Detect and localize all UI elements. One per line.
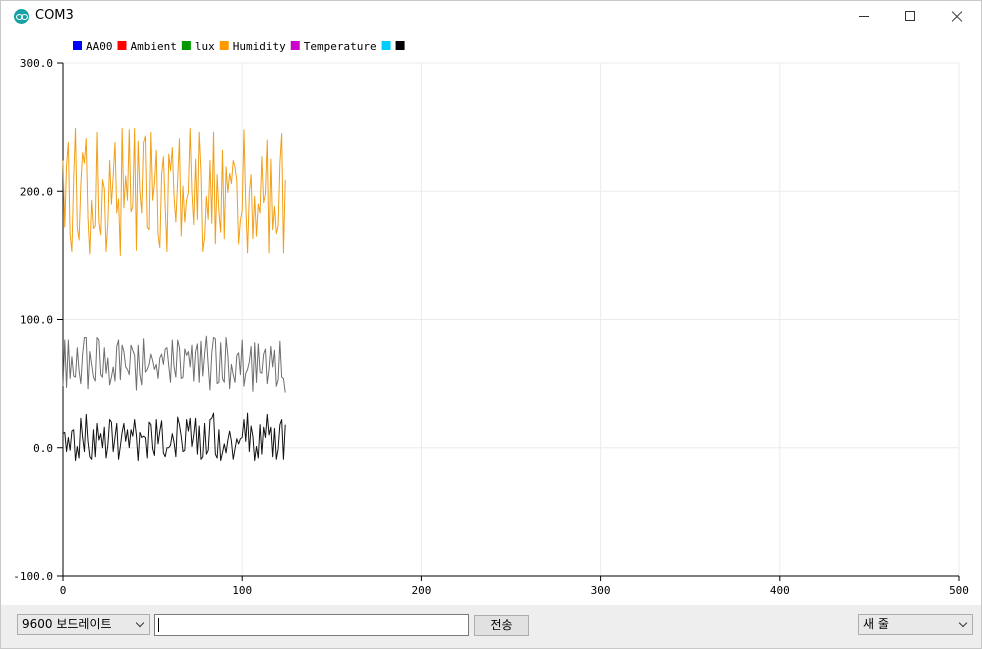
- legend-swatch: [181, 41, 191, 50]
- series: [62, 127, 286, 462]
- legend-label: Ambient: [131, 40, 177, 53]
- line-ending-value: 새 줄: [863, 617, 889, 631]
- serial-plot-chart: 300.0 200.0 100.0 0.0 -100.0 0 100 200 300 400 500…: [13, 40, 969, 597]
- y-tick-label: 300.0: [20, 57, 53, 70]
- x-tick-label: 300: [591, 584, 611, 597]
- legend-swatch: [395, 41, 405, 50]
- title-bar: COM3: [1, 1, 981, 32]
- x-tick-label: 500: [949, 584, 969, 597]
- legend-swatch: [73, 41, 82, 50]
- chevron-down-icon: [958, 618, 968, 628]
- bottom-toolbar: 9600 보드레이트 전송 새 줄: [1, 605, 981, 648]
- series-line-humidity: [62, 335, 286, 393]
- baud-rate-value: 9600 보드레이트: [22, 617, 112, 631]
- legend-swatch: [381, 41, 391, 50]
- arduino-logo-icon: [14, 9, 29, 24]
- y-tick-label: 200.0: [20, 185, 53, 198]
- y-tick-label: 100.0: [20, 314, 53, 327]
- grid: [63, 62, 960, 577]
- legend: AA00 Ambient lux Humidity Temperature: [73, 40, 405, 53]
- x-tick-label: 100: [232, 584, 252, 597]
- x-tick-label: 200: [411, 584, 431, 597]
- maximize-icon[interactable]: [887, 1, 933, 32]
- x-tick-label: 0: [60, 584, 67, 597]
- legend-swatch: [117, 41, 127, 50]
- series-line-temperature: [62, 412, 286, 462]
- legend-label: AA00: [86, 40, 113, 53]
- legend-label: Temperature: [304, 40, 377, 53]
- close-icon[interactable]: [933, 1, 979, 32]
- legend-label: lux: [195, 40, 215, 53]
- send-input[interactable]: [154, 614, 469, 636]
- send-button[interactable]: 전송: [474, 615, 529, 636]
- legend-swatch: [290, 41, 300, 50]
- y-tick-label: -100.0: [13, 570, 53, 583]
- plot-area: 300.0 200.0 100.0 0.0 -100.0 0 100 200 300 400 500…: [1, 32, 981, 605]
- chevron-down-icon: [135, 618, 145, 628]
- window-title: COM3: [35, 8, 74, 23]
- legend-label: Humidity: [233, 40, 286, 53]
- y-tick-label: 0.0: [33, 442, 53, 455]
- minimize-icon[interactable]: [841, 1, 887, 32]
- baud-rate-select[interactable]: 9600 보드레이트: [17, 614, 150, 635]
- legend-swatch: [219, 41, 229, 50]
- axes: 300.0 200.0 100.0 0.0 -100.0 0 100 200 300 400 500: [13, 57, 969, 597]
- line-ending-select[interactable]: 새 줄: [858, 614, 973, 635]
- text-caret: [158, 618, 159, 632]
- x-tick-label: 400: [770, 584, 790, 597]
- series-line-lux: [62, 127, 286, 256]
